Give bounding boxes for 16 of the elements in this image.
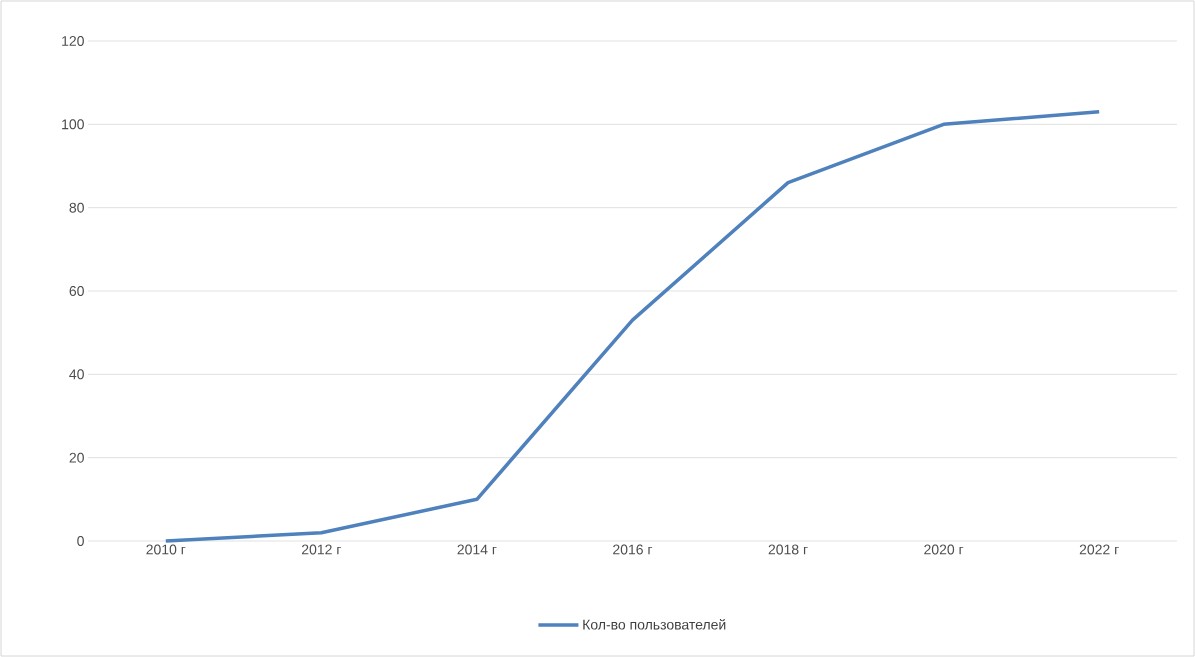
y-tick-label: 40 — [69, 369, 84, 380]
y-tick-label: 0 — [77, 536, 84, 546]
x-tick-label: 2010 г — [146, 544, 186, 555]
y-tick-label: 20 — [69, 452, 84, 463]
x-tick-label: 2012 г — [301, 544, 341, 555]
y-tick-label: 120 — [62, 36, 84, 46]
x-tick-label: 2014 г — [457, 544, 497, 555]
x-tick-label: 2022 г — [1079, 544, 1119, 555]
line-series — [164, 110, 1101, 543]
x-tick-label: 2018 г — [768, 544, 808, 555]
y-tick-label: 80 — [69, 202, 84, 213]
y-tick-label: 60 — [69, 286, 84, 296]
y-tick-label: 100 — [62, 119, 84, 130]
x-tick-label: 2016 г — [613, 544, 653, 555]
legend-label: Кол-во пользователей — [583, 619, 726, 630]
x-tick-label: 2020 г — [924, 544, 964, 555]
